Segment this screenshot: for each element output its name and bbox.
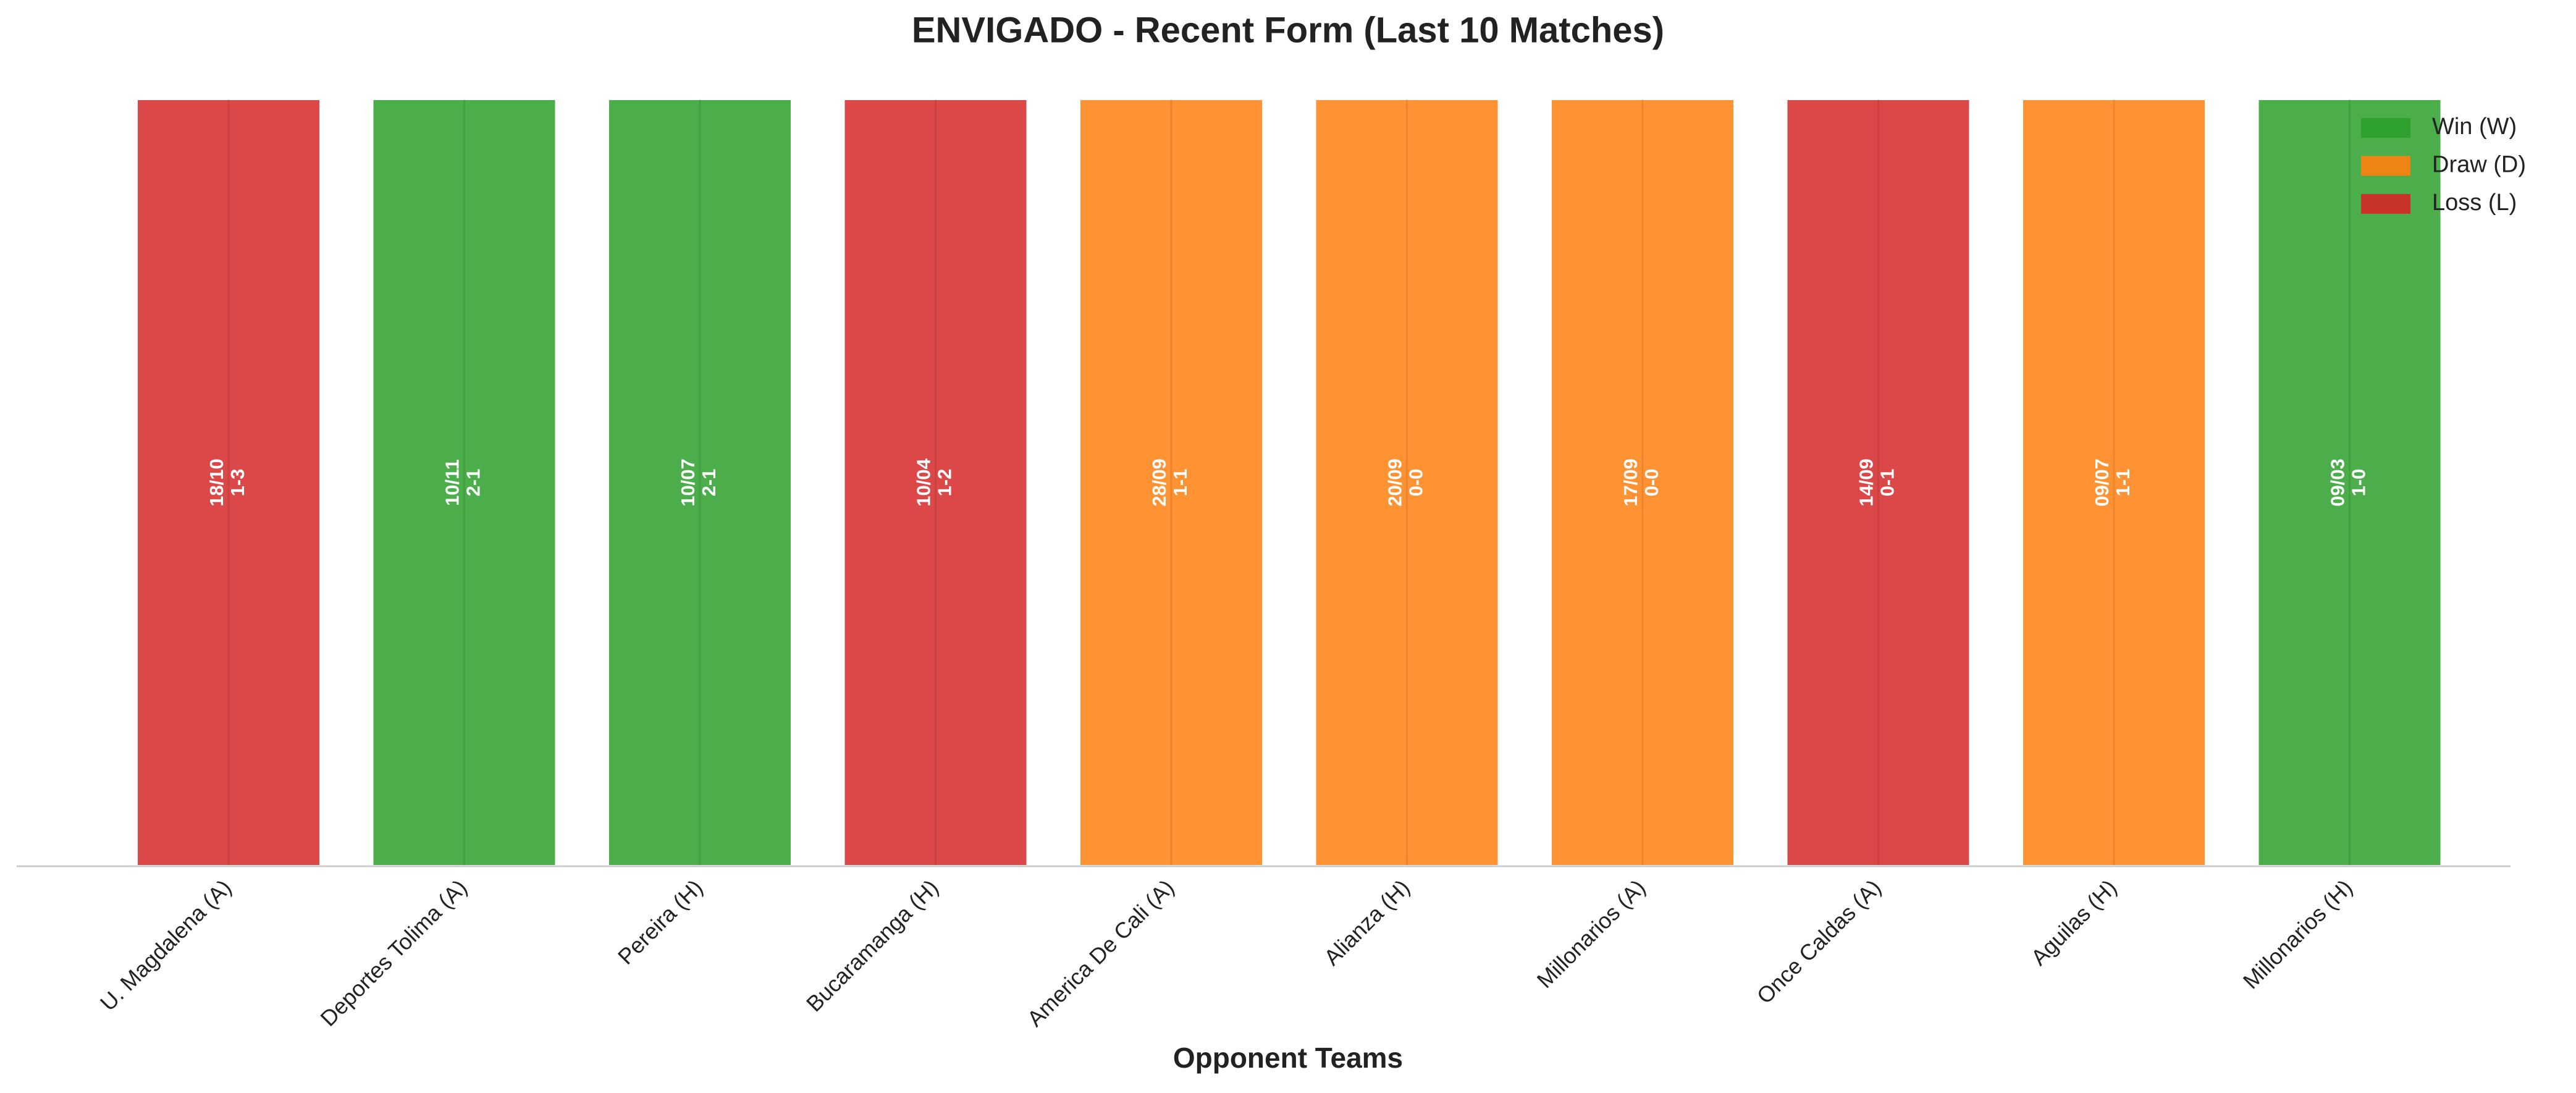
bar bbox=[1785, 98, 1972, 867]
bar-date-label: 09/07 bbox=[2091, 458, 2113, 507]
legend-swatch bbox=[2361, 118, 2410, 138]
legend-swatch bbox=[2361, 194, 2410, 214]
bar bbox=[1313, 98, 1501, 867]
bar-score-label: 0-0 bbox=[1641, 469, 1662, 497]
bar-score-label: 0-1 bbox=[1877, 469, 1898, 497]
bar bbox=[1549, 98, 1736, 867]
legend-label: Draw (D) bbox=[2432, 152, 2526, 178]
bar-date-label: 17/09 bbox=[1620, 458, 1641, 507]
bar-score-label: 1-3 bbox=[227, 469, 248, 497]
bar bbox=[135, 98, 322, 867]
bar bbox=[371, 98, 558, 867]
legend-label: Loss (L) bbox=[2432, 190, 2517, 216]
bar-date-label: 10/04 bbox=[913, 458, 935, 506]
x-axis-label: Opponent Teams bbox=[1173, 1042, 1403, 1074]
bar-date-label: 20/09 bbox=[1384, 458, 1406, 507]
bar-date-label: 10/11 bbox=[442, 459, 463, 506]
bar bbox=[842, 98, 1029, 867]
bar-score-label: 1-1 bbox=[1169, 469, 1191, 497]
bar bbox=[1078, 98, 1265, 867]
bar-score-label: 1-1 bbox=[2112, 469, 2134, 497]
bar-score-label: 2-1 bbox=[698, 469, 720, 497]
chart-title: ENVIGADO - Recent Form (Last 10 Matches) bbox=[912, 10, 1664, 50]
bar-score-label: 1-2 bbox=[934, 469, 956, 497]
bar-date-label: 18/10 bbox=[206, 458, 227, 507]
bar-date-label: 14/09 bbox=[1856, 458, 1877, 507]
bar-date-label: 28/09 bbox=[1148, 458, 1170, 507]
bar-score-label: 2-1 bbox=[463, 469, 484, 497]
bar-date-label: 10/07 bbox=[677, 458, 699, 507]
legend-label: Win (W) bbox=[2432, 114, 2517, 140]
bar bbox=[2256, 98, 2443, 867]
legend-swatch bbox=[2361, 156, 2410, 176]
bar-score-label: 0-0 bbox=[1405, 469, 1427, 497]
bar-score-label: 1-0 bbox=[2348, 469, 2370, 497]
bar bbox=[607, 98, 793, 867]
bar-date-label: 09/03 bbox=[2327, 458, 2349, 507]
bar bbox=[2021, 98, 2207, 867]
